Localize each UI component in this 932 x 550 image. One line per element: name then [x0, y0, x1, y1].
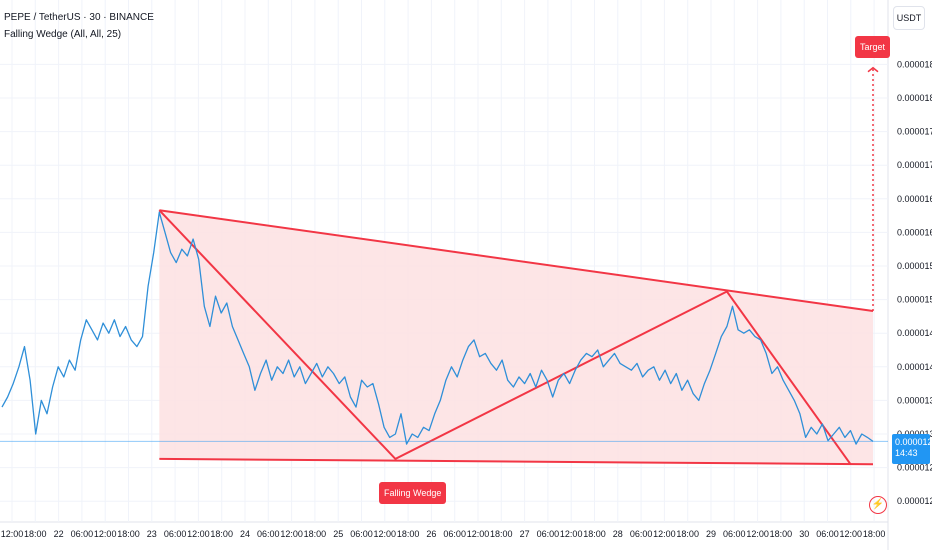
time-tick-label: 06:00	[537, 529, 560, 539]
falling-wedge-pattern	[158, 66, 879, 466]
time-tick-label: 12:00	[280, 529, 303, 539]
price-tick-label: 0.00001550	[897, 261, 932, 271]
lightning-icon[interactable]: ⚡	[869, 496, 887, 514]
time-tick-label: 18:00	[304, 529, 327, 539]
time-tick-label: 06:00	[350, 529, 373, 539]
wedge-lower-line	[159, 457, 874, 466]
time-tick-label: 30	[799, 529, 809, 539]
time-tick-label: 27	[520, 529, 530, 539]
time-tick-label: 18:00	[490, 529, 513, 539]
time-tick-label: 26	[426, 529, 436, 539]
time-tick-label: 18:00	[397, 529, 420, 539]
time-tick-label: 29	[706, 529, 716, 539]
time-tick-label: 18:00	[583, 529, 606, 539]
time-tick-label: 18:00	[210, 529, 233, 539]
price-tick-label: 0.00001650	[897, 194, 932, 204]
bar-countdown: 14:43	[895, 448, 918, 458]
time-tick-label: 18:00	[770, 529, 793, 539]
price-tick-label: 0.00001450	[897, 328, 932, 338]
time-tick-label: 12:00	[187, 529, 210, 539]
price-tick-label: 0.00001400	[897, 362, 932, 372]
price-tick-label: 0.00001250	[897, 463, 932, 473]
time-tick-label: 28	[613, 529, 623, 539]
time-tick-label: 12:00	[1, 529, 24, 539]
wedge-zigzag	[158, 209, 852, 465]
price-tick-label: 0.00001750	[897, 127, 932, 137]
time-tick-label: 23	[147, 529, 157, 539]
time-tick-label: 12:00	[746, 529, 769, 539]
time-tick-label: 12:00	[653, 529, 676, 539]
time-tick-label: 06:00	[816, 529, 839, 539]
current-price-tag: 0.00001289 14:43	[892, 434, 932, 464]
time-tick-label: 18:00	[863, 529, 886, 539]
time-tick-label: 22	[54, 529, 64, 539]
price-line	[1, 211, 874, 445]
time-tick-label: 12:00	[560, 529, 583, 539]
price-series	[0, 211, 888, 445]
time-tick-label: 18:00	[676, 529, 699, 539]
indicator-title: Falling Wedge (All, All, 25)	[4, 29, 122, 40]
target-label[interactable]: Target	[855, 36, 891, 58]
price-tick-label: 0.00001800	[897, 93, 932, 103]
time-tick-label: 25	[333, 529, 343, 539]
time-tick-label: 06:00	[257, 529, 280, 539]
time-tick-label: 06:00	[443, 529, 466, 539]
target-arrow	[867, 66, 879, 73]
price-tick-label: 0.00001200	[897, 496, 932, 506]
price-tick-label: 0.00001600	[897, 227, 932, 237]
time-tick-label: 06:00	[71, 529, 94, 539]
time-tick-label: 24	[240, 529, 250, 539]
price-tick-label: 0.00001700	[897, 160, 932, 170]
time-tick-label: 06:00	[164, 529, 187, 539]
time-tick-label: 18:00	[117, 529, 140, 539]
price-tick-label: 0.00001350	[897, 395, 932, 405]
price-tick-label: 0.00001850	[897, 59, 932, 69]
time-tick-label: 06:00	[630, 529, 653, 539]
wedge-upper-line	[159, 209, 874, 313]
currency-button[interactable]: USDT	[893, 6, 925, 30]
pattern-label[interactable]: Falling Wedge	[379, 482, 447, 504]
current-price: 0.00001289	[895, 437, 932, 447]
time-axis: 12:00 18:00 22 06:00 12:00 18:00 23 06:00 12:00 1…	[1, 529, 886, 539]
price-tick-label: 0.00001500	[897, 295, 932, 305]
time-tick-label: 12:00	[467, 529, 490, 539]
time-tick-label: 12:00	[374, 529, 397, 539]
time-tick-label: 12:00	[840, 529, 863, 539]
time-tick-label: 18:00	[24, 529, 47, 539]
wedge-fill	[159, 210, 874, 465]
time-tick-label: 06:00	[723, 529, 746, 539]
symbol-title: PEPE / TetherUS · 30 · BINANCE	[4, 12, 154, 23]
time-tick-label: 12:00	[94, 529, 117, 539]
